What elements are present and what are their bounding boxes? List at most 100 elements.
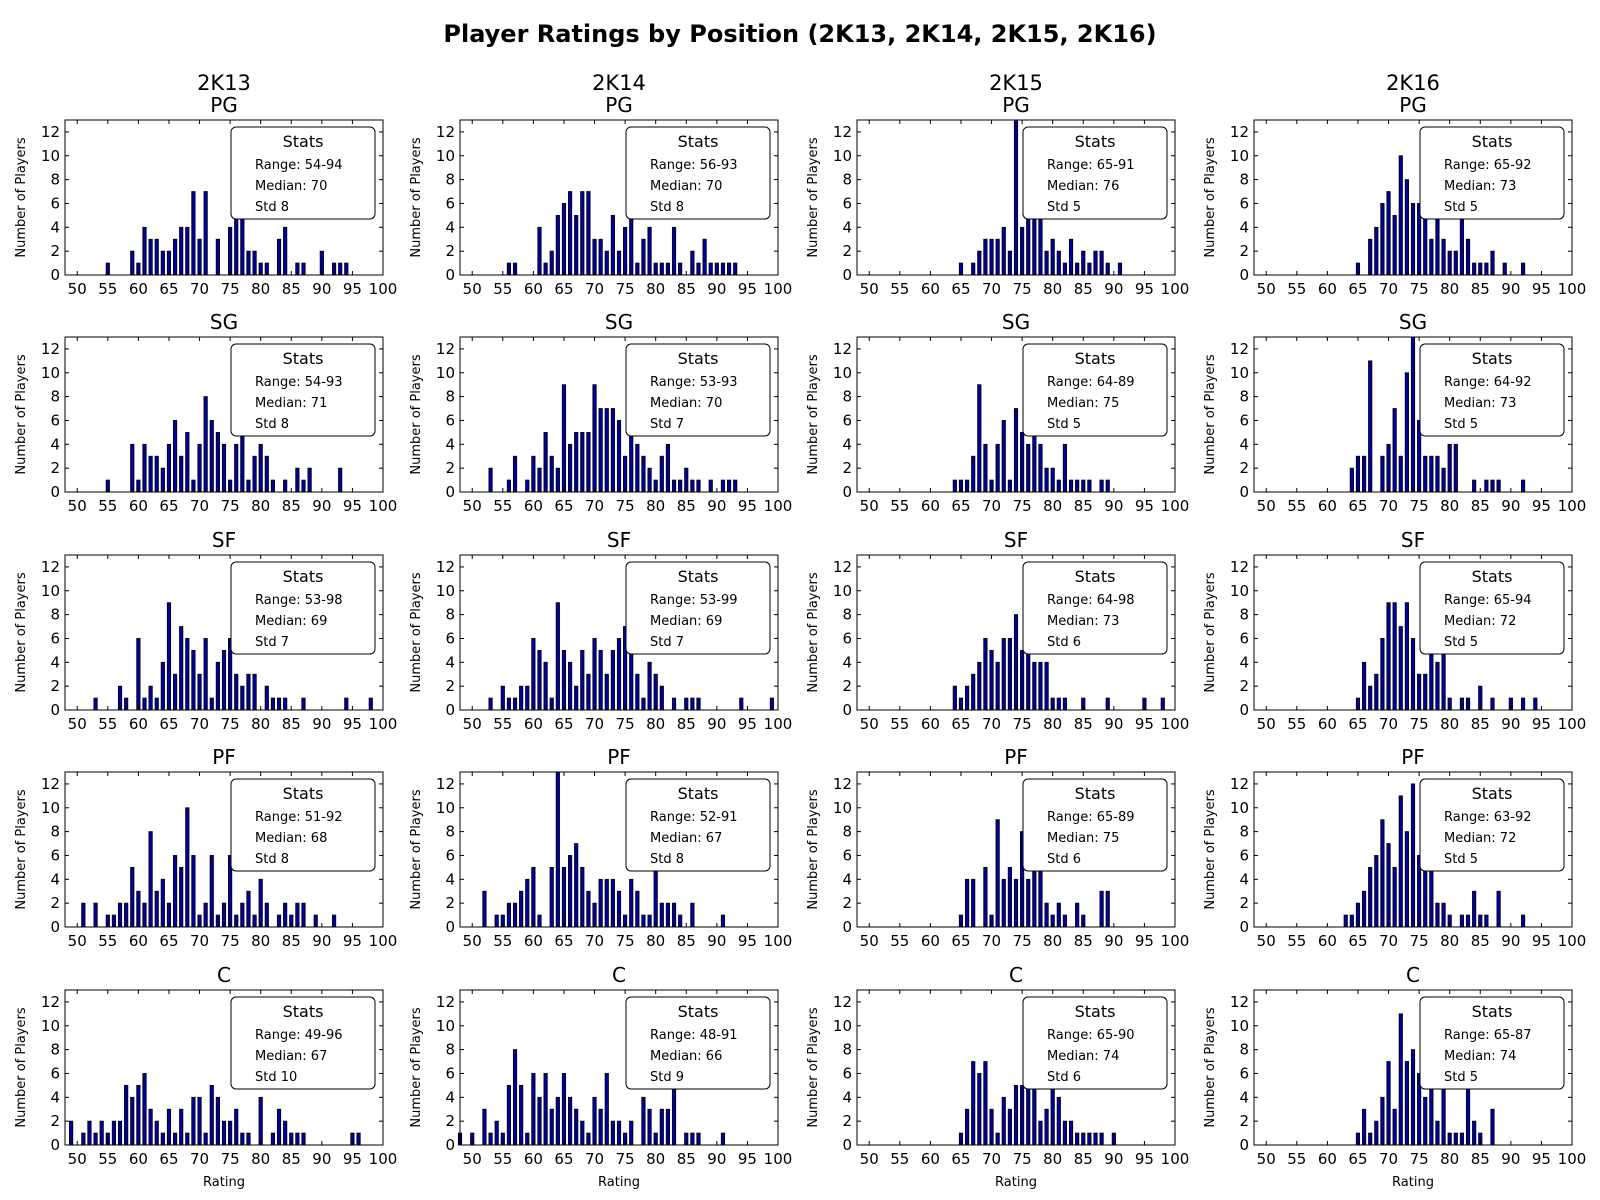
bar-2k13-sf-58: [124, 697, 129, 711]
y-tick-label-2k13-c-6: 6: [50, 1064, 60, 1082]
x-tick-label-2k15-pg-60: 60: [921, 280, 940, 298]
panel-2k15-pg: PG 50 55 60 65 70 75 80 85 90 95 100 0 2 4 6 8 10 12 Number…: [806, 93, 1189, 298]
bar-2k13-c-62: [148, 1108, 153, 1146]
y-tick-label-2k15-sg-12: 12: [833, 340, 852, 358]
stats-box-2k16-pf: [1419, 778, 1565, 872]
stats-box-2k16-c: [1419, 996, 1565, 1090]
bar-2k14-c-61: [537, 1096, 542, 1146]
x-tick-label-2k15-sf-70: 70: [982, 715, 1001, 733]
x-tick-label-2k14-sf-50: 50: [463, 715, 482, 733]
y-tick-label-2k15-sg-0: 0: [842, 483, 852, 501]
y-tick-label-2k16-sf-4: 4: [1239, 653, 1249, 671]
x-tick-label-2k16-pf-80: 80: [1440, 932, 1459, 950]
bar-2k13-c-69: [191, 1096, 196, 1146]
y-tick-label-2k15-sg-2: 2: [842, 459, 852, 477]
y-tick-label-2k13-sg-0: 0: [50, 483, 60, 501]
x-tick-label-2k13-pg-95: 95: [343, 280, 362, 298]
axes-frame-2k16-c: [1253, 989, 1573, 1146]
bar-2k13-sf-60: [136, 638, 141, 711]
y-tick-label-2k16-c-0: 0: [1239, 1136, 1249, 1154]
bar-2k15-sf-74: [1013, 614, 1019, 711]
bar-2k15-pg-79: [1044, 250, 1049, 276]
bar-2k13-pg-61: [142, 226, 147, 276]
x-tick-label-2k13-sg-70: 70: [190, 497, 209, 515]
bar-2k13-sg-59: [130, 443, 135, 493]
x-tick-label-2k14-c-55: 55: [493, 1150, 512, 1168]
bar-2k14-sg-56: [506, 479, 512, 493]
bar-2k15-sf-73: [1007, 638, 1012, 711]
bar-2k13-pf-73: [215, 914, 220, 928]
y-tick-label-2k13-sg-12: 12: [41, 340, 60, 358]
x-tick-label-2k13-sg-80: 80: [251, 497, 270, 515]
bar-2k13-pf-69: [191, 855, 196, 928]
y-tick-label-2k13-pg-4: 4: [50, 218, 60, 236]
x-tick-label-2k16-sf-80: 80: [1440, 715, 1459, 733]
bar-2k16-sf-66: [1361, 661, 1367, 711]
bar-2k13-c-65: [166, 1108, 172, 1146]
bar-2k15-pf-71: [995, 819, 1000, 928]
bar-2k13-pf-66: [172, 855, 178, 928]
bar-2k13-sg-84: [283, 479, 288, 493]
y-tick-label-2k15-sf-10: 10: [833, 582, 852, 600]
bar-2k14-c-79: [647, 1108, 652, 1146]
y-tick-label-2k13-sf-12: 12: [41, 558, 60, 576]
x-tick-label-2k14-sg-75: 75: [616, 497, 635, 515]
bar-2k15-sg-84: [1075, 479, 1080, 493]
stats-line-2k13-sg-2: Std 8: [255, 417, 289, 432]
bar-2k16-sg-84: [1472, 479, 1477, 493]
bar-2k13-sf-94: [344, 697, 349, 711]
bar-2k14-sg-73: [610, 408, 615, 493]
bar-2k16-pf-73: [1404, 831, 1409, 928]
y-tick-label-2k16-sg-0: 0: [1239, 483, 1249, 501]
x-tick-label-2k15-pg-85: 85: [1074, 280, 1093, 298]
bar-2k16-pf-70: [1386, 843, 1391, 928]
bar-2k14-sg-53: [488, 467, 493, 493]
y-axis-label-2k13-sf: Number of Players: [14, 572, 29, 692]
bar-2k15-pf-89: [1105, 890, 1110, 928]
y-tick-label-2k14-pg-12: 12: [436, 123, 455, 141]
bar-2k16-sf-79: [1441, 649, 1446, 711]
stats-line-2k15-pg-0: Range: 65-91: [1047, 158, 1135, 173]
x-tick-label-2k15-pf-100: 100: [1161, 932, 1190, 950]
y-axis-label-2k14-sg: Number of Players: [409, 354, 424, 474]
bar-2k15-sf-64: [952, 685, 957, 711]
bar-2k15-pf-66: [964, 878, 970, 928]
bar-2k14-sf-73: [610, 649, 615, 711]
x-tick-label-2k16-pf-100: 100: [1558, 932, 1587, 950]
stats-title-2k16-sf: Stats: [1472, 567, 1513, 586]
bar-2k13-pf-77: [240, 902, 245, 928]
y-tick-label-2k13-c-12: 12: [41, 993, 60, 1011]
stats-box-2k15-sf: [1022, 561, 1168, 655]
stats-line-2k13-c-1: Median: 67: [255, 1049, 327, 1064]
x-tick-label-2k16-sg-80: 80: [1440, 497, 1459, 515]
bar-2k13-c-73: [215, 1096, 220, 1146]
x-tick-label-2k15-pg-50: 50: [860, 280, 879, 298]
y-tick-label-2k14-c-8: 8: [445, 1041, 455, 1059]
bar-2k14-sf-83: [671, 697, 677, 711]
panel-title-2k15-pg: PG: [1002, 93, 1030, 117]
x-tick-label-2k16-pf-75: 75: [1410, 932, 1429, 950]
y-tick-label-2k16-sg-4: 4: [1239, 435, 1249, 453]
panel-title-2k13-pf: PF: [212, 745, 236, 769]
y-axis-label-2k16-sf: Number of Players: [1203, 572, 1218, 692]
bar-2k13-pg-87: [301, 262, 306, 276]
y-tick-label-2k14-pf-4: 4: [445, 870, 455, 888]
bar-2k13-c-53: [93, 1132, 98, 1146]
y-tick-label-2k15-pg-2: 2: [842, 242, 852, 260]
bar-2k14-sg-91: [720, 479, 726, 493]
bar-2k15-pf-81: [1056, 902, 1061, 928]
x-tick-label-2k15-pf-50: 50: [860, 932, 879, 950]
panel-title-2k13-pg: PG: [210, 93, 238, 117]
bar-2k14-sf-79: [647, 661, 652, 711]
bar-2k13-pf-83: [276, 914, 282, 928]
x-tick-label-2k15-sf-60: 60: [921, 715, 940, 733]
y-tick-label-2k15-pf-6: 6: [842, 846, 852, 864]
bar-2k14-sg-93: [733, 479, 738, 493]
panel-2k13-sg: SG 50 55 60 65 70 75 80 85 90 95 100 0 2 4 6 8 10 12 Number…: [14, 310, 397, 515]
bar-2k13-sg-72: [209, 420, 214, 493]
bar-2k15-pg-80: [1050, 238, 1055, 276]
x-tick-label-2k15-sf-85: 85: [1074, 715, 1093, 733]
bar-2k14-pg-62: [543, 262, 548, 276]
x-tick-label-2k16-pg-70: 70: [1379, 280, 1398, 298]
x-tick-label-2k13-sg-50: 50: [68, 497, 87, 515]
